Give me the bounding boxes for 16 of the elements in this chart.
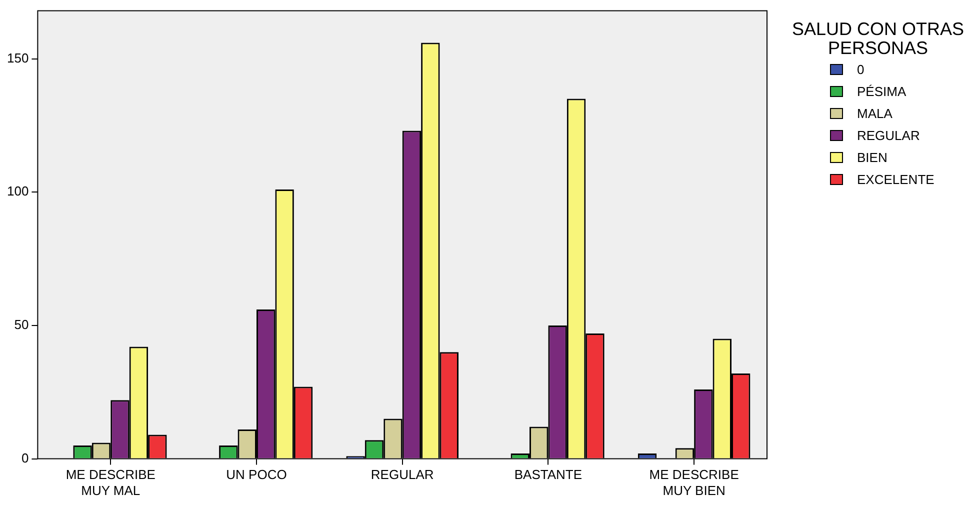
legend-label: BIEN [857,150,888,164]
x-tick-label: BASTANTE [514,467,582,482]
x-tick-label: ME DESCRIBE MUY MAL [66,467,156,498]
legend-title: SALUD CON OTRAS PERSONAS [790,19,966,58]
legend-label: PÉSIMA [857,84,906,98]
y-tick-label: 0 [21,450,29,466]
legend-label: 0 [857,62,864,76]
x-tick-label: REGULAR [370,467,434,482]
legend-label: REGULAR [857,128,920,142]
x-tick-label: ME DESCRIBE MUY BIEN [649,467,740,498]
legend-label: MALA [857,106,892,120]
x-tick-label: UN POCO [226,467,287,482]
y-tick-label: 50 [14,317,29,332]
legend-label: EXCELENTE [857,172,934,186]
y-tick-label: 100 [6,184,29,199]
y-tick-label: 150 [6,50,29,66]
